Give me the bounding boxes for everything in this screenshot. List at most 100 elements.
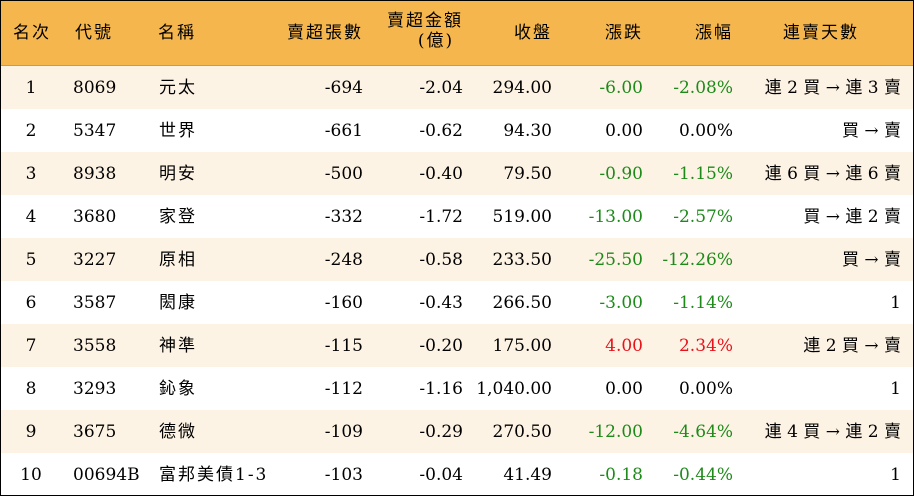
header-rank: 名次 — [13, 23, 51, 43]
row-rank: 10 — [20, 465, 42, 485]
header-code: 代號 — [75, 23, 113, 43]
row-change-pct: 2.34% — [678, 336, 733, 356]
row-close-price: 519.00 — [492, 207, 552, 227]
row-name: 原相 — [159, 250, 197, 270]
row-change: -25.50 — [588, 250, 643, 270]
row-sell-streak: 連 2 買 → 賣 — [803, 336, 901, 356]
row-change-pct: -1.14% — [673, 293, 733, 313]
row-net-sell-sheets: -661 — [324, 121, 363, 141]
row-net-sell-sheets: -109 — [324, 422, 363, 442]
row-net-sell-sheets: -103 — [324, 465, 363, 485]
row-rank: 4 — [25, 207, 37, 227]
row-code: 8069 — [73, 78, 117, 98]
table-row: 3 8938 明安 -500 -0.40 79.50 -0.90 -1.15% 連 6 買 → … — [1, 152, 913, 195]
row-close-price: 1,040.00 — [476, 379, 552, 399]
row-close-price: 41.49 — [503, 465, 552, 485]
row-net-sell-amount: -0.40 — [419, 164, 463, 184]
row-change: -12.00 — [588, 422, 643, 442]
row-net-sell-sheets: -112 — [324, 379, 363, 399]
row-sell-streak: 買 → 賣 — [841, 121, 901, 141]
row-change: -3.00 — [599, 293, 643, 313]
header-amount-unit: (億) — [417, 31, 455, 51]
row-code: 3227 — [73, 250, 117, 270]
table-row: 8 3293 鈊象 -112 -1.16 1,040.00 0.00 0.00% 1 — [1, 367, 913, 410]
header-streak: 連賣天數 — [783, 23, 859, 43]
row-change-pct: -1.15% — [673, 164, 733, 184]
row-net-sell-sheets: -115 — [324, 336, 363, 356]
table-header: 名次 代號 名稱 賣超張數 賣超金額 (億) 收盤 漲跌 漲幅 連賣天數 — [1, 1, 913, 66]
table-row: 7 3558 神準 -115 -0.20 175.00 4.00 2.34% 連 2 買 → 賣 — [1, 324, 913, 367]
row-code: 3558 — [73, 336, 117, 356]
row-net-sell-amount: -1.72 — [419, 207, 463, 227]
table-row: 10 00694B 富邦美債1-3 -103 -0.04 41.49 -0.18 -0.44%… — [1, 453, 913, 496]
row-close-price: 270.50 — [492, 422, 552, 442]
row-change-pct: -2.08% — [673, 78, 733, 98]
header-change: 漲跌 — [605, 23, 643, 43]
row-name: 明安 — [159, 164, 197, 184]
row-sell-streak: 連 6 買 → 連 6 賣 — [764, 164, 901, 184]
row-close-price: 266.50 — [492, 293, 552, 313]
row-change: 0.00 — [605, 379, 643, 399]
row-net-sell-amount: -0.04 — [419, 465, 463, 485]
row-close-price: 94.30 — [503, 121, 552, 141]
row-sell-streak: 買 → 賣 — [841, 250, 901, 270]
row-code: 5347 — [73, 121, 117, 141]
table-row: 6 3587 閎康 -160 -0.43 266.50 -3.00 -1.14% 1 — [1, 281, 913, 324]
row-change-pct: -12.26% — [662, 250, 733, 270]
row-sell-streak: 1 — [890, 293, 901, 313]
row-change-pct: -0.44% — [673, 465, 733, 485]
row-net-sell-amount: -0.29 — [419, 422, 463, 442]
row-net-sell-sheets: -332 — [324, 207, 363, 227]
row-net-sell-sheets: -248 — [324, 250, 363, 270]
row-rank: 1 — [25, 78, 37, 98]
row-name: 元太 — [159, 78, 197, 98]
row-code: 3587 — [73, 293, 117, 313]
row-net-sell-sheets: -500 — [324, 164, 363, 184]
row-code: 3680 — [73, 207, 117, 227]
row-name: 閎康 — [159, 293, 197, 313]
row-sell-streak: 1 — [890, 379, 901, 399]
row-sell-streak: 連 2 買 → 連 3 賣 — [764, 78, 901, 98]
row-change-pct: -4.64% — [673, 422, 733, 442]
row-code: 00694B — [73, 465, 140, 485]
header-amount-label: 賣超金額 — [387, 11, 463, 31]
row-net-sell-sheets: -160 — [324, 293, 363, 313]
row-sell-streak: 買 → 連 2 賣 — [803, 207, 901, 227]
row-rank: 8 — [25, 379, 37, 399]
row-close-price: 79.50 — [503, 164, 552, 184]
row-code: 3293 — [73, 379, 117, 399]
header-change-pct: 漲幅 — [695, 23, 733, 43]
row-close-price: 294.00 — [492, 78, 552, 98]
row-name: 鈊象 — [159, 379, 197, 399]
row-net-sell-amount: -0.43 — [419, 293, 463, 313]
row-rank: 6 — [25, 293, 37, 313]
row-change-pct: 0.00% — [678, 121, 733, 141]
row-code: 8938 — [73, 164, 117, 184]
table-row: 9 3675 德微 -109 -0.29 270.50 -12.00 -4.64% 連 4 買 … — [1, 410, 913, 453]
row-net-sell-amount: -0.62 — [419, 121, 463, 141]
row-rank: 2 — [25, 121, 37, 141]
row-net-sell-amount: -0.20 — [419, 336, 463, 356]
row-close-price: 175.00 — [492, 336, 552, 356]
row-name: 家登 — [159, 207, 197, 227]
row-name: 德微 — [159, 422, 197, 442]
row-rank: 3 — [25, 164, 37, 184]
row-sell-streak: 1 — [890, 465, 901, 485]
row-rank: 5 — [25, 250, 37, 270]
table-row: 2 5347 世界 -661 -0.62 94.30 0.00 0.00% 買 → 賣 — [1, 109, 913, 152]
row-net-sell-sheets: -694 — [324, 78, 363, 98]
row-rank: 9 — [25, 422, 37, 442]
row-change-pct: 0.00% — [678, 379, 733, 399]
row-name: 世界 — [159, 121, 197, 141]
header-name: 名稱 — [158, 23, 196, 43]
header-net-sell-amount: 賣超金額 (億) — [381, 11, 463, 51]
table-row: 1 8069 元太 -694 -2.04 294.00 -6.00 -2.08% 連 2 買 →… — [1, 66, 913, 109]
row-change: 4.00 — [605, 336, 643, 356]
row-change: -0.90 — [599, 164, 643, 184]
header-close: 收盤 — [514, 23, 552, 43]
row-sell-streak: 連 4 買 → 連 2 賣 — [764, 422, 901, 442]
row-net-sell-amount: -0.58 — [419, 250, 463, 270]
row-net-sell-amount: -2.04 — [419, 78, 463, 98]
row-name: 富邦美債1-3 — [159, 465, 269, 485]
